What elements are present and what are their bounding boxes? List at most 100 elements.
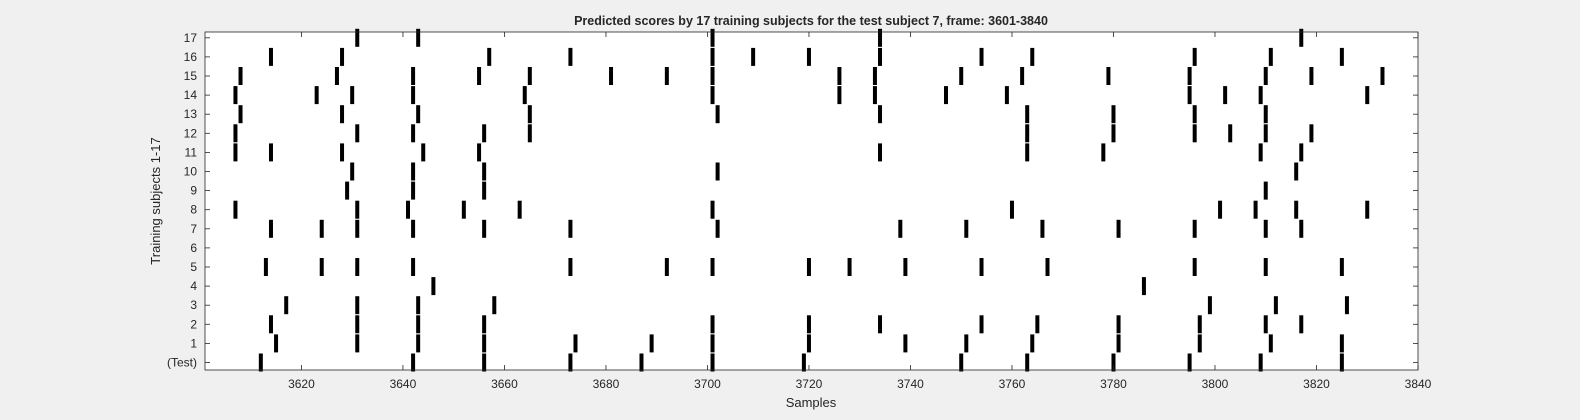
spike-mark <box>878 47 883 66</box>
spike-mark <box>1009 200 1014 219</box>
y-tick-label: 10 <box>184 165 198 179</box>
spike-mark <box>1106 67 1111 85</box>
x-tick-label: 3740 <box>897 377 924 391</box>
spike-mark <box>1025 353 1030 372</box>
spike-mark <box>1263 315 1268 334</box>
spike-mark <box>1263 124 1268 143</box>
spike-mark <box>837 67 842 85</box>
spike-mark <box>806 47 811 66</box>
spike-mark <box>416 28 421 47</box>
spike-mark <box>710 86 715 105</box>
spike-mark <box>1339 334 1344 353</box>
y-tick-label: 15 <box>184 69 198 83</box>
spike-mark <box>1258 143 1263 162</box>
x-axis-ticks: 3620 3640 3660 3680 3700 3720 3740 3760 3780 3800… <box>288 32 1432 391</box>
x-tick-label: 3720 <box>796 377 823 391</box>
spike-mark <box>1035 315 1040 334</box>
spike-mark <box>461 200 466 219</box>
y-tick-label: 4 <box>190 279 197 293</box>
spike-mark <box>959 67 964 85</box>
spike-mark <box>340 143 345 162</box>
spike-mark <box>1263 181 1268 200</box>
spike-mark <box>609 67 614 85</box>
spike-mark <box>233 124 238 143</box>
spike-mark <box>416 105 421 124</box>
x-axis-label: Samples <box>786 395 837 410</box>
spike-mark <box>355 315 360 334</box>
spike-mark <box>477 67 482 85</box>
spike-mark <box>238 105 243 124</box>
spike-mark <box>1111 353 1116 372</box>
spike-mark <box>979 258 984 276</box>
y-tick-label: 3 <box>190 298 197 312</box>
spike-mark <box>1025 105 1030 124</box>
y-tick-label: 6 <box>190 241 197 255</box>
spike-mark <box>268 315 273 334</box>
y-tick-label: 12 <box>184 126 198 140</box>
spike-mark <box>1294 162 1299 181</box>
spike-mark <box>1299 143 1304 162</box>
spike-mark <box>314 86 319 105</box>
spike-mark <box>1141 277 1146 296</box>
x-tick-label: 3820 <box>1303 377 1330 391</box>
y-tick-label: 1 <box>190 336 197 350</box>
spike-mark <box>1004 86 1009 105</box>
spike-mark <box>806 315 811 334</box>
spike-mark <box>715 162 720 181</box>
spike-mark <box>979 47 984 66</box>
spike-mark <box>268 143 273 162</box>
spike-mark <box>1045 258 1050 276</box>
x-tick-label: 3760 <box>999 377 1026 391</box>
spike-mark <box>872 86 877 105</box>
y-tick-label: 5 <box>190 260 197 274</box>
x-tick-label: 3620 <box>288 377 315 391</box>
spike-mark <box>898 219 903 238</box>
spike-mark <box>872 67 877 85</box>
spike-mark <box>1263 258 1268 276</box>
spike-mark <box>1263 219 1268 238</box>
spike-mark <box>421 143 426 162</box>
spike-mark <box>878 28 883 47</box>
spike-mark <box>355 28 360 47</box>
spike-mark <box>878 315 883 334</box>
y-tick-label: 11 <box>185 145 198 159</box>
spike-mark <box>345 181 350 200</box>
spike-mark <box>268 219 273 238</box>
spike-mark <box>1111 105 1116 124</box>
plot-area <box>205 32 1418 370</box>
spike-mark <box>1197 315 1202 334</box>
spike-mark <box>664 258 669 276</box>
plot-border <box>204 31 1419 371</box>
spike-mark <box>477 143 482 162</box>
spike-mark <box>274 334 279 353</box>
spike-mark <box>482 353 487 372</box>
spike-mark <box>355 296 360 315</box>
spike-mark <box>1192 105 1197 124</box>
x-tick-label: 3700 <box>694 377 721 391</box>
spike-mark <box>801 353 806 372</box>
chart-title: Predicted scores by 17 training subjects… <box>574 14 1048 28</box>
spike-mark <box>1268 47 1273 66</box>
spike-mark <box>482 334 487 353</box>
spike-mark <box>263 258 268 276</box>
spike-mark <box>1187 86 1192 105</box>
spike-mark <box>1207 296 1212 315</box>
spike-mark <box>355 200 360 219</box>
spike-mark <box>258 353 263 372</box>
spike-mark <box>1116 315 1121 334</box>
spike-mark <box>527 105 532 124</box>
spike-mark <box>482 162 487 181</box>
spike-mark <box>355 124 360 143</box>
spike-mark <box>751 47 756 66</box>
spike-mark <box>847 258 852 276</box>
spike-mark <box>1040 219 1045 238</box>
spike-mark <box>1339 258 1344 276</box>
spike-mark <box>710 67 715 85</box>
spike-mark <box>903 334 908 353</box>
spike-mark <box>1030 47 1035 66</box>
spike-mark <box>1116 334 1121 353</box>
spike-mark <box>482 181 487 200</box>
x-tick-label: 3840 <box>1405 377 1432 391</box>
y-tick-label: 9 <box>190 184 197 198</box>
spike-mark <box>878 143 883 162</box>
